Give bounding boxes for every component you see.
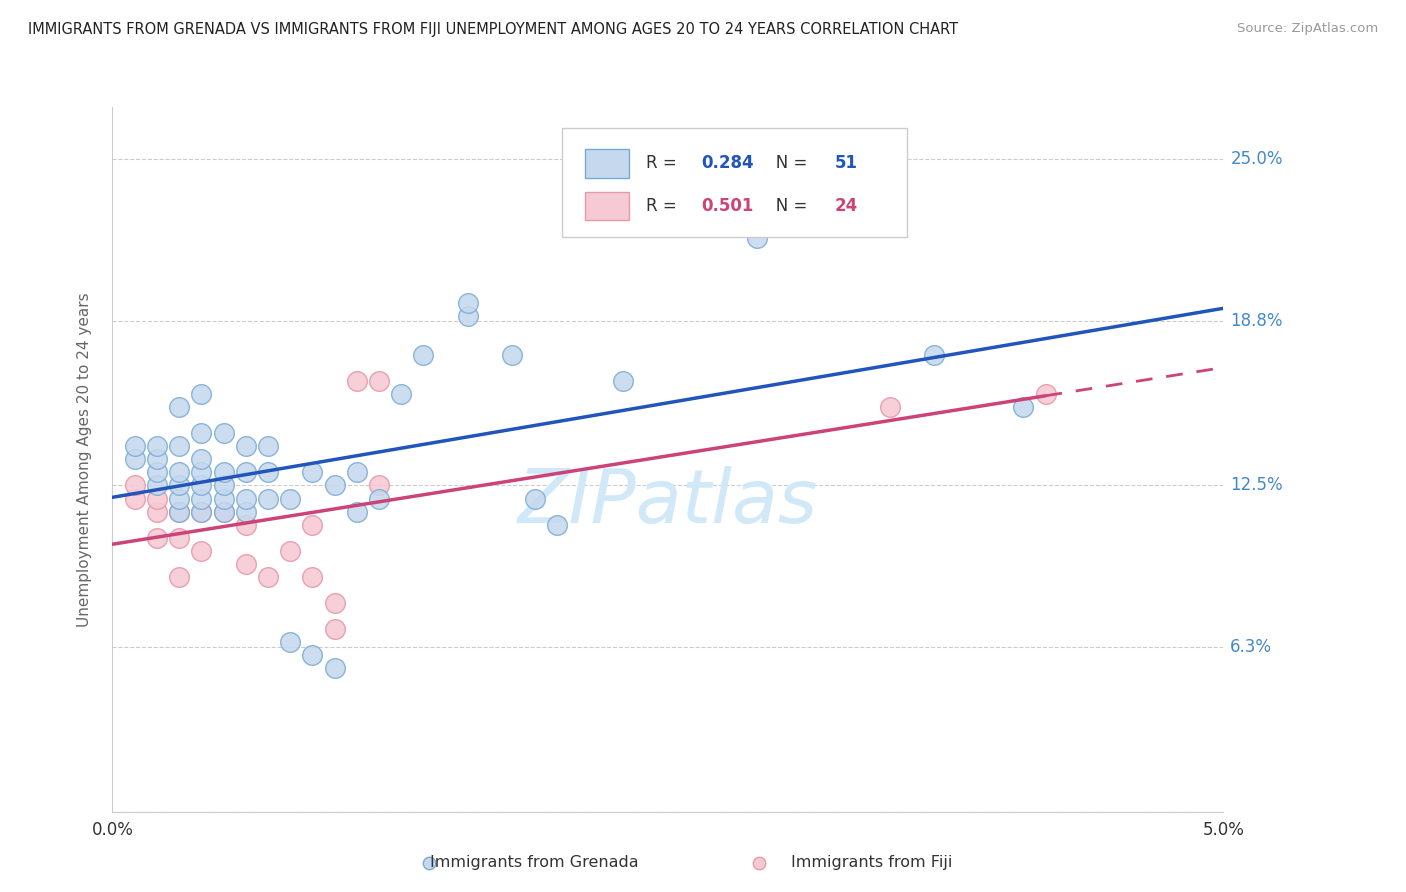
Text: 0.284: 0.284 (702, 154, 754, 172)
Point (146, 478, 169, 492)
Point (346, 374, 368, 388)
Point (501, 348, 523, 362)
Point (323, 478, 346, 492)
Text: 18.8%: 18.8% (1230, 312, 1282, 330)
Point (301, 466, 323, 480)
Point (257, 466, 280, 480)
Point (457, 295, 479, 310)
Point (257, 491, 280, 506)
Point (212, 466, 235, 480)
Point (146, 466, 169, 480)
Point (235, 439, 257, 453)
Text: Immigrants from Grenada: Immigrants from Grenada (430, 855, 638, 870)
Point (612, 374, 634, 388)
Point (124, 439, 146, 453)
Point (212, 491, 235, 506)
Point (190, 543, 212, 558)
Point (124, 478, 146, 492)
Point (146, 439, 169, 453)
Text: IMMIGRANTS FROM GRENADA VS IMMIGRANTS FROM FIJI UNEMPLOYMENT AMONG AGES 20 TO 24: IMMIGRANTS FROM GRENADA VS IMMIGRANTS FR… (28, 22, 959, 37)
Point (924, 348, 946, 362)
Point (146, 452, 169, 467)
Point (190, 452, 212, 467)
Point (748, 856, 770, 871)
Point (235, 505, 257, 519)
Text: N =: N = (761, 197, 813, 215)
Point (346, 505, 368, 519)
FancyBboxPatch shape (585, 149, 628, 178)
Point (167, 505, 190, 519)
Point (212, 505, 235, 519)
Point (278, 491, 301, 506)
Text: N =: N = (761, 154, 813, 172)
Text: Immigrants from Fiji: Immigrants from Fiji (792, 855, 952, 870)
Point (323, 622, 346, 636)
Point (457, 309, 479, 323)
Point (190, 491, 212, 506)
Point (389, 387, 412, 401)
Text: 24: 24 (834, 197, 858, 215)
Point (368, 374, 391, 388)
FancyBboxPatch shape (585, 192, 628, 219)
Point (323, 661, 346, 675)
Point (167, 491, 190, 506)
Point (167, 400, 190, 414)
Point (346, 466, 368, 480)
Point (235, 557, 257, 571)
Point (190, 505, 212, 519)
Point (546, 517, 568, 532)
Point (301, 570, 323, 584)
Point (167, 505, 190, 519)
Point (124, 491, 146, 506)
Point (235, 517, 257, 532)
Point (190, 466, 212, 480)
Text: 12.5%: 12.5% (1230, 476, 1282, 494)
Text: R =: R = (645, 154, 682, 172)
Point (879, 400, 901, 414)
Point (124, 452, 146, 467)
Point (301, 517, 323, 532)
Point (212, 478, 235, 492)
Point (212, 426, 235, 441)
Point (418, 856, 440, 871)
Point (167, 466, 190, 480)
Text: Source: ZipAtlas.com: Source: ZipAtlas.com (1237, 22, 1378, 36)
Point (235, 466, 257, 480)
Point (235, 491, 257, 506)
Point (190, 387, 212, 401)
Point (301, 648, 323, 662)
Point (167, 570, 190, 584)
Point (146, 531, 169, 545)
Text: 6.3%: 6.3% (1230, 639, 1272, 657)
Point (323, 596, 346, 610)
Point (167, 439, 190, 453)
Point (1012, 400, 1035, 414)
Text: 25.0%: 25.0% (1230, 150, 1282, 169)
Text: 0.501: 0.501 (702, 197, 754, 215)
Point (146, 491, 169, 506)
Point (1035, 387, 1057, 401)
Point (278, 543, 301, 558)
Point (146, 505, 169, 519)
Text: R =: R = (645, 197, 682, 215)
Point (167, 531, 190, 545)
Text: 51: 51 (834, 154, 858, 172)
Point (257, 439, 280, 453)
Point (190, 426, 212, 441)
Point (745, 230, 768, 244)
Point (167, 478, 190, 492)
Point (212, 505, 235, 519)
Point (368, 478, 391, 492)
Point (412, 348, 434, 362)
FancyBboxPatch shape (562, 128, 907, 237)
Y-axis label: Unemployment Among Ages 20 to 24 years: Unemployment Among Ages 20 to 24 years (77, 292, 91, 627)
Point (190, 478, 212, 492)
Text: ZIPatlas: ZIPatlas (517, 466, 818, 538)
Point (278, 635, 301, 649)
Point (523, 491, 546, 506)
Point (190, 505, 212, 519)
Point (368, 491, 391, 506)
Point (257, 570, 280, 584)
